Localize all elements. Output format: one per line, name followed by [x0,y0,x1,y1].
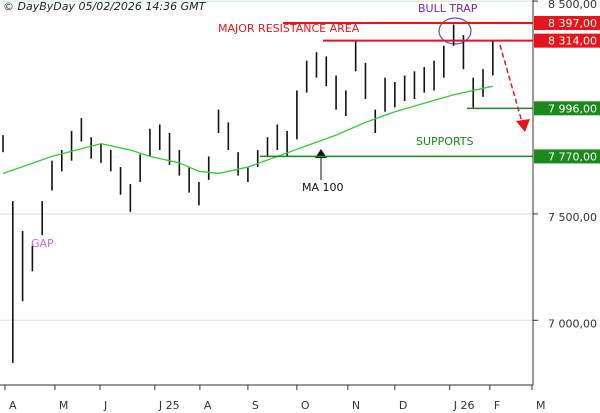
x-tick-label: J 26 [453,399,475,412]
annotation: GAP [31,237,54,250]
level-label: 7 996,00 [548,102,597,115]
level-label: 8 397,00 [548,17,597,30]
x-tick-label: M [536,399,546,412]
forecast-arrow-head [516,119,530,132]
ma-label: MA 100 [302,181,344,194]
level-box [534,33,600,48]
y-tick-label: 7 000,00 [548,317,597,330]
annotation: BULL TRAP [418,2,478,15]
x-tick-label: F [494,399,500,412]
forecast-arrow [499,44,523,123]
level-label: 8 314,00 [548,35,597,48]
x-tick-label: J [103,399,107,412]
annotation: MAJOR RESISTANCE AREA [218,22,360,35]
x-tick-label: A [204,399,212,412]
y-tick-label: 7 500,00 [548,211,597,224]
x-tick-label: A [9,399,17,412]
bull-trap-ellipse [438,17,472,45]
x-tick-label: D [399,399,407,412]
level-box [534,15,600,30]
copyright: © DayByDay 05/02/2026 14:36 GMT [3,0,207,13]
ma-line [2,85,493,175]
x-tick-label: J 25 [158,399,180,412]
level-box [534,101,600,116]
y-tick-label: 8 500,00 [548,0,597,11]
x-tick-label: M [59,399,69,412]
x-tick-label: S [252,399,259,412]
annotation: SUPPORTS [416,135,474,148]
x-tick-label: O [301,399,310,412]
x-tick-label: N [352,399,360,412]
level-label: 7 770,00 [548,150,597,163]
level-box [534,149,600,164]
